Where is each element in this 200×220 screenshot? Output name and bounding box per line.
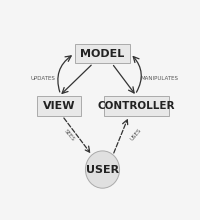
FancyBboxPatch shape [37, 96, 81, 116]
Text: MANIPULATES: MANIPULATES [141, 76, 179, 81]
Circle shape [85, 151, 120, 188]
Text: USES: USES [129, 128, 142, 142]
Text: UPDATES: UPDATES [30, 76, 55, 81]
Text: MODEL: MODEL [80, 48, 125, 59]
Text: SEES: SEES [63, 128, 76, 142]
Text: CONTROLLER: CONTROLLER [98, 101, 175, 111]
Text: VIEW: VIEW [43, 101, 75, 111]
Text: USER: USER [86, 165, 119, 174]
FancyBboxPatch shape [104, 96, 169, 116]
FancyBboxPatch shape [75, 44, 130, 63]
